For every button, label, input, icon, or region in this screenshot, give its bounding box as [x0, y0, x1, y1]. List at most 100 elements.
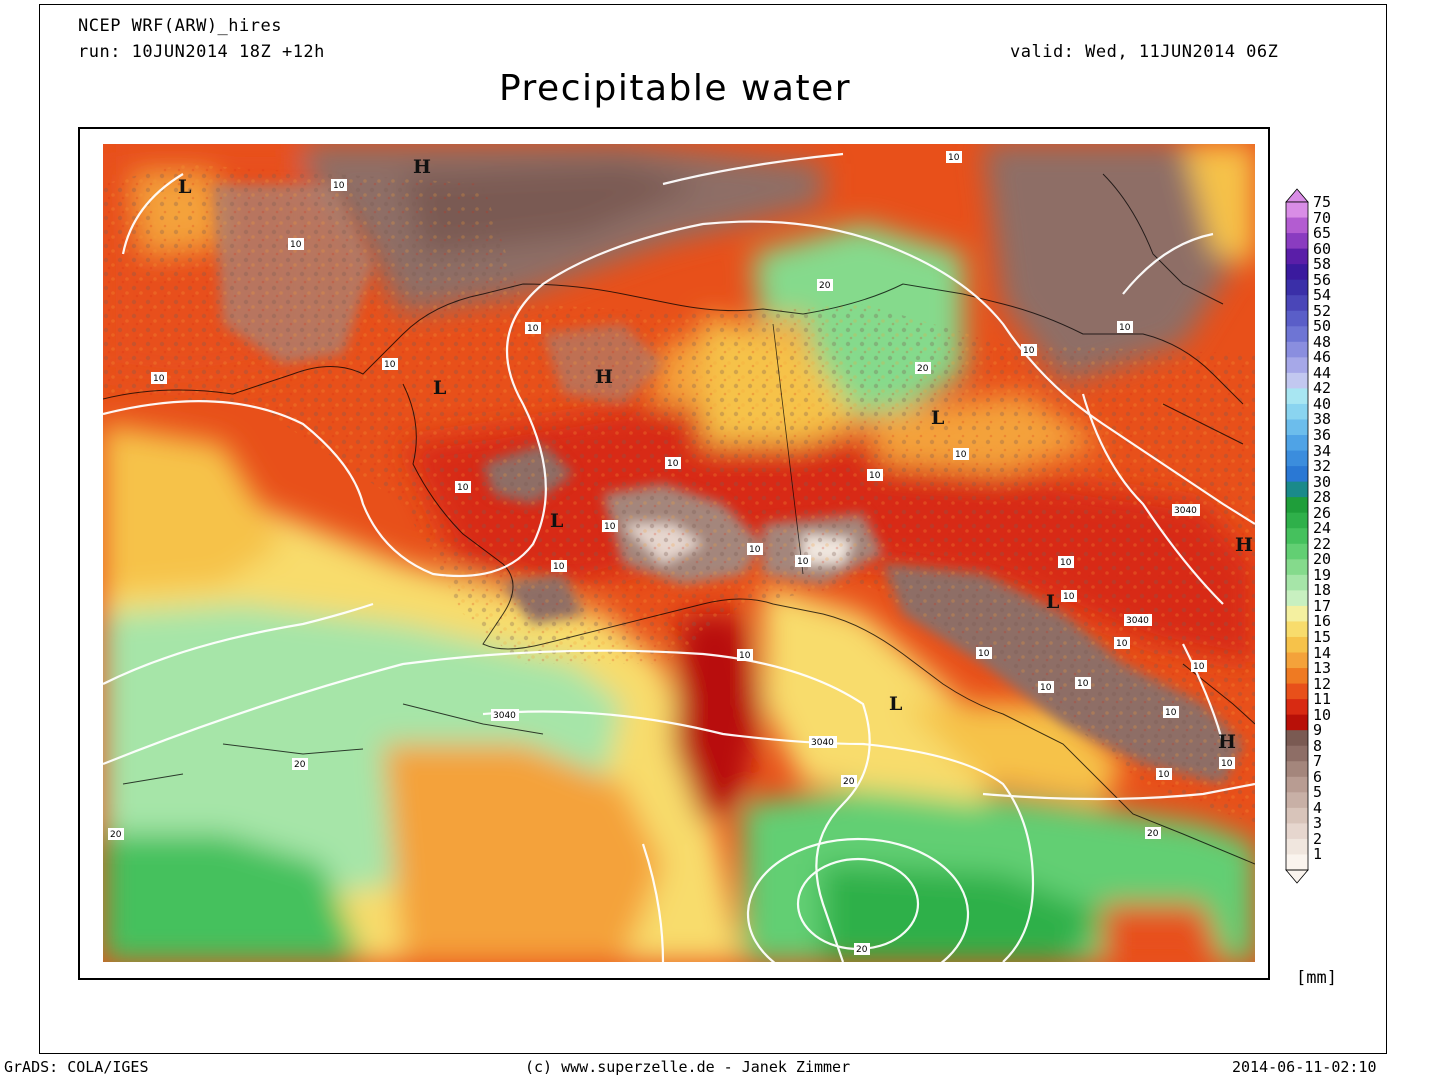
- contour-label: 10: [1021, 344, 1037, 356]
- legend-swatch: [1286, 264, 1308, 281]
- svg-text:10: 10: [869, 471, 881, 481]
- legend-swatch: [1286, 279, 1308, 296]
- legend-swatch: [1286, 668, 1308, 685]
- contour-label: 10: [331, 179, 347, 191]
- low-pressure-marker: L: [178, 176, 191, 198]
- svg-text:20: 20: [819, 281, 831, 291]
- legend-swatch: [1286, 559, 1308, 576]
- legend-swatch: [1286, 310, 1308, 327]
- legend-level-label: 28: [1313, 488, 1332, 507]
- legend-level-label: 50: [1313, 317, 1332, 336]
- contour-label: 20: [817, 279, 833, 291]
- contour-label: 10: [455, 481, 471, 493]
- legend-swatch: [1286, 403, 1308, 420]
- legend-swatch: [1286, 574, 1308, 591]
- legend-swatch: [1286, 761, 1308, 778]
- legend-level-label: 17: [1313, 596, 1332, 615]
- svg-text:20: 20: [917, 364, 929, 374]
- legend-swatch: [1286, 528, 1308, 545]
- svg-text:10: 10: [290, 240, 302, 250]
- contour-label: 10: [1117, 321, 1133, 333]
- geopotential-contours: [103, 152, 1255, 962]
- high-pressure-marker: H: [1235, 534, 1253, 556]
- legend-swatch: [1286, 295, 1308, 312]
- low-pressure-marker: L: [1046, 591, 1059, 613]
- contour-label: 10: [1114, 637, 1130, 649]
- legend-level-label: 5: [1313, 783, 1323, 802]
- svg-text:3040: 3040: [1174, 506, 1197, 516]
- legend-swatch: [1286, 714, 1308, 731]
- svg-text:10: 10: [749, 545, 761, 555]
- legend-swatch: [1286, 450, 1308, 467]
- legend-swatch: [1286, 481, 1308, 498]
- legend-level-label: 42: [1313, 379, 1332, 398]
- low-pressure-marker: L: [550, 510, 563, 532]
- legend-swatch: [1286, 621, 1308, 638]
- legend-swatch: [1286, 605, 1308, 622]
- contour-label: 10: [602, 520, 618, 532]
- svg-text:10: 10: [978, 649, 990, 659]
- svg-text:10: 10: [1116, 639, 1128, 649]
- legend-level-label: 46: [1313, 348, 1332, 367]
- legend-level-label: 38: [1313, 410, 1332, 429]
- coastlines: [103, 173, 1255, 865]
- legend-level-label: 20: [1313, 550, 1332, 569]
- legend-swatch: [1286, 699, 1308, 716]
- svg-text:10: 10: [1119, 323, 1131, 333]
- legend-swatch: [1286, 823, 1308, 840]
- legend-swatch: [1286, 233, 1308, 250]
- low-pressure-marker: L: [889, 693, 902, 715]
- legend-swatch: [1286, 217, 1308, 234]
- legend-level-label: 30: [1313, 472, 1332, 491]
- legend-level-label: 9: [1313, 721, 1323, 740]
- legend-level-label: 52: [1313, 301, 1332, 320]
- legend-swatch: [1286, 683, 1308, 700]
- legend-level-label: 22: [1313, 534, 1332, 553]
- legend-level-label: 40: [1313, 394, 1332, 413]
- color-scale-legend: [1285, 188, 1309, 884]
- svg-text:10: 10: [1077, 679, 1089, 689]
- svg-text:10: 10: [1040, 683, 1052, 693]
- contour-label: 10: [665, 457, 681, 469]
- contour-label: 10: [1156, 768, 1172, 780]
- legend-swatch: [1286, 466, 1308, 483]
- legend-swatch: [1286, 388, 1308, 405]
- contour-label: 3040: [809, 736, 837, 748]
- contour-label: 10: [1219, 757, 1235, 769]
- svg-text:10: 10: [457, 483, 469, 493]
- legend-swatch: [1286, 512, 1308, 529]
- contour-label: 10: [737, 649, 753, 661]
- legend-level-label: 65: [1313, 224, 1332, 243]
- contour-label: 10: [382, 358, 398, 370]
- legend-swatch: [1286, 419, 1308, 436]
- legend-level-label: 14: [1313, 643, 1332, 662]
- pressure-centers: L H L H L L H L L H: [178, 156, 1253, 753]
- legend-swatch: [1286, 543, 1308, 560]
- svg-text:10: 10: [1193, 662, 1205, 672]
- svg-text:3040: 3040: [493, 711, 516, 721]
- contour-label: 10: [976, 647, 992, 659]
- svg-text:20: 20: [294, 760, 306, 770]
- high-pressure-marker: H: [413, 156, 431, 178]
- svg-text:10: 10: [604, 522, 616, 532]
- legend-level-label: 32: [1313, 457, 1332, 476]
- contour-label: 10: [946, 151, 962, 163]
- footer-timestamp: 2014-06-11-02:10: [1232, 1058, 1377, 1076]
- legend-swatch: [1286, 807, 1308, 824]
- legend-swatch: [1286, 838, 1308, 855]
- high-pressure-marker: H: [595, 366, 613, 388]
- legend-level-label: 7: [1313, 752, 1323, 771]
- contour-label: 10: [1058, 556, 1074, 568]
- svg-text:10: 10: [955, 450, 967, 460]
- svg-text:10: 10: [1023, 346, 1035, 356]
- units-label: [mm]: [1296, 968, 1337, 988]
- contour-label: 20: [841, 775, 857, 787]
- contour-label: 10: [795, 555, 811, 567]
- contour-label: 10: [1163, 706, 1179, 718]
- contour-label: 10: [953, 448, 969, 460]
- low-pressure-marker: L: [433, 377, 446, 399]
- svg-text:10: 10: [153, 374, 165, 384]
- svg-text:10: 10: [1063, 592, 1075, 602]
- svg-text:3040: 3040: [811, 738, 834, 748]
